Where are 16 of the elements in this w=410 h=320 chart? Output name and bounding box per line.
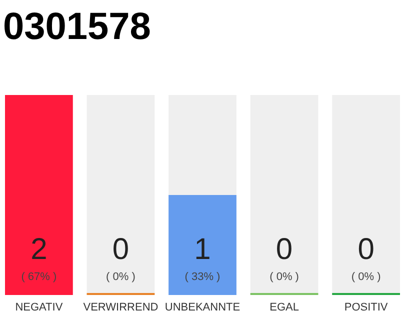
- annotation: ( 0% ): [351, 271, 381, 283]
- x-tick-label: POSITIV: [344, 302, 388, 314]
- annotation: ( 67% ): [21, 271, 57, 283]
- x-tick-label: VERWIRREND: [83, 302, 158, 314]
- data-label: 1: [194, 233, 211, 266]
- data-label: 0: [358, 233, 374, 266]
- annotation: ( 33% ): [184, 271, 220, 283]
- x-tick-label: UNBEKANNTE: [164, 302, 240, 314]
- x-tick-label: EGAL: [270, 302, 299, 314]
- data-label: 0: [276, 233, 293, 266]
- annotation: ( 0% ): [106, 271, 136, 283]
- x-tick-label: NEGATIV: [15, 302, 64, 314]
- chart-title: 0301578: [3, 6, 151, 48]
- annotation: ( 0% ): [270, 271, 299, 283]
- data-label: 0: [112, 233, 130, 266]
- data-label: 2: [30, 233, 48, 266]
